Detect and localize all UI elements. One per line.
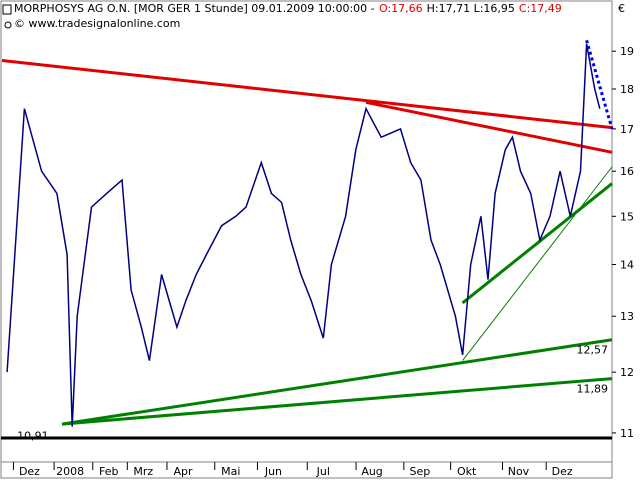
x-tick-label: Aug bbox=[361, 465, 382, 478]
x-tick-label: Nov bbox=[508, 465, 530, 478]
trendline bbox=[365, 100, 613, 154]
x-tick-label: Okt bbox=[457, 465, 477, 478]
header: MORPHOSYS AG O.N. [MOR GER 1 Stunde] 09.… bbox=[14, 2, 562, 15]
trendline-label: 12,57 bbox=[577, 344, 609, 357]
ohlc-value: C:17,49 bbox=[519, 2, 562, 15]
x-tick-label: 2008 bbox=[56, 465, 84, 478]
y-tick-label: 16 bbox=[620, 165, 634, 178]
trendline bbox=[61, 377, 613, 426]
x-tick-label: Sep bbox=[409, 465, 430, 478]
chart-title: MORPHOSYS AG O.N. [MOR GER 1 Stunde] 09.… bbox=[14, 2, 375, 15]
x-tick-label: Apr bbox=[173, 465, 193, 478]
y-tick-label: 14 bbox=[620, 258, 634, 271]
y-tick-label: 13 bbox=[620, 310, 634, 323]
y-tick-label: 17 bbox=[620, 123, 634, 136]
trendline bbox=[462, 166, 613, 361]
header-icon bbox=[4, 21, 12, 29]
y-tick-label: 11 bbox=[620, 427, 634, 440]
plot-frame bbox=[0, 0, 613, 479]
y-tick-label: 18 bbox=[620, 83, 634, 96]
x-tick-label: Dez bbox=[552, 465, 573, 478]
annotation: 10,91 bbox=[17, 430, 49, 443]
y-tick-label: 15 bbox=[620, 210, 634, 223]
y-tick-label: 19 bbox=[620, 45, 634, 58]
ohlc-value: O:17,66 bbox=[379, 2, 423, 15]
y-tick-label: 12 bbox=[620, 366, 634, 379]
price-line bbox=[6, 43, 601, 427]
trendline bbox=[1, 58, 613, 130]
x-tick-label: Jul bbox=[316, 465, 330, 478]
x-tick-label: Mai bbox=[221, 465, 240, 478]
trendline bbox=[461, 182, 613, 305]
chart-subtitle: © www.tradesignalonline.com bbox=[14, 17, 180, 30]
x-tick-label: Feb bbox=[99, 465, 118, 478]
header-icon bbox=[2, 4, 12, 15]
x-tick-label: Mrz bbox=[133, 465, 153, 478]
trendline bbox=[61, 338, 613, 426]
x-tick-label: Dez bbox=[19, 465, 40, 478]
x-tick-label: Jun bbox=[264, 465, 282, 478]
currency: € bbox=[618, 2, 625, 15]
trendline-label: 11,89 bbox=[577, 383, 609, 396]
ohlc-value: H:17,71 L:16,95 bbox=[427, 2, 515, 15]
